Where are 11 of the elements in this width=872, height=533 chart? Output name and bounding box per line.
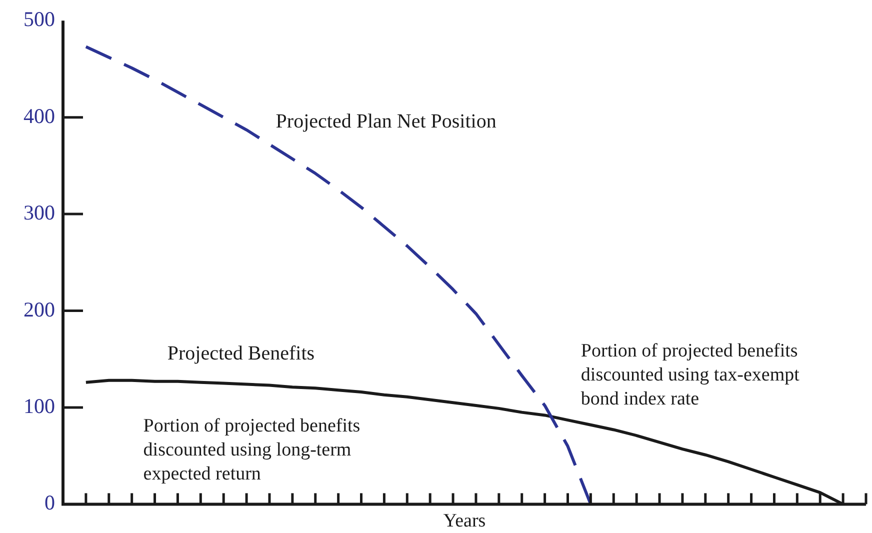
y-tick-label: 0 — [44, 490, 55, 515]
y-tick-label: 100 — [24, 394, 55, 418]
annotation: Portion of projected benefits discounted using long-term expected return — [143, 416, 360, 485]
series-label: Projected Plan Net Position — [276, 110, 496, 132]
y-tick-label: 200 — [24, 297, 55, 322]
series-label: Projected Benefits — [167, 342, 315, 365]
y-tick-label: 500 — [24, 7, 55, 32]
annotation: Portion of projected benefits discounted using tax-exempt bond index rate — [580, 340, 800, 410]
y-tick-label: 400 — [24, 104, 55, 128]
x-axis-title: Years — [443, 510, 486, 532]
y-tick-label: 300 — [24, 200, 55, 225]
